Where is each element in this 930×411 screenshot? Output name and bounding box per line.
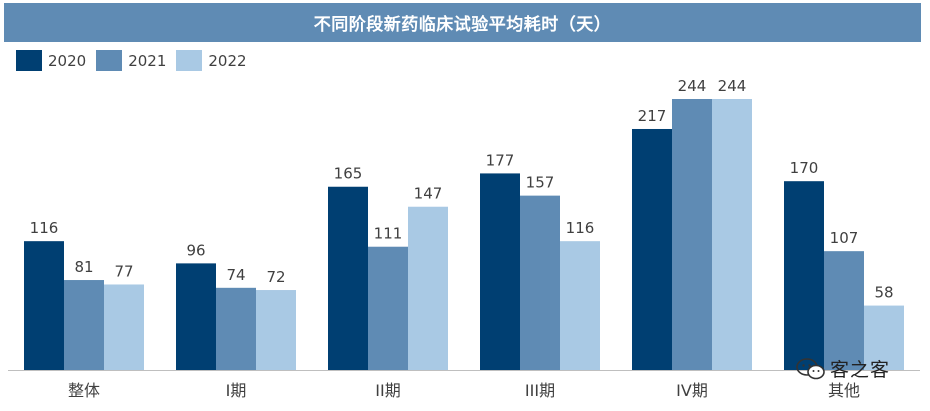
bar-2022-1	[256, 290, 296, 370]
data-label-2020-0: 116	[30, 219, 59, 237]
legend-swatch-2022	[176, 50, 203, 71]
data-label-2022-1: 72	[266, 268, 285, 286]
x-tick-label-4: IV期	[676, 381, 708, 400]
data-label-2020-2: 165	[334, 165, 363, 183]
x-tick-label-1: I期	[226, 381, 247, 400]
bar-2022-3	[560, 241, 600, 370]
chart-title: 不同阶段新药临床试验平均耗时（天）	[313, 15, 612, 35]
data-label-2020-1: 96	[186, 241, 205, 259]
data-label-2021-2: 111	[374, 225, 403, 243]
wechat-icon	[796, 357, 825, 379]
bar-2022-2	[408, 206, 448, 370]
legend-label-2021: 2021	[128, 51, 167, 70]
legend-item-2020: 2020	[16, 50, 86, 71]
bar-2020-2	[328, 186, 368, 370]
data-label-2021-0: 81	[74, 258, 93, 276]
data-label-2022-0: 77	[114, 262, 133, 280]
data-label-2021-1: 74	[226, 266, 245, 284]
data-label-2022-4: 244	[718, 77, 747, 95]
x-tick-label-0: 整体	[68, 381, 100, 400]
data-label-2021-3: 157	[526, 174, 555, 192]
bar-2021-3	[520, 195, 560, 370]
data-label-2020-5: 170	[790, 159, 819, 177]
bar-2021-2	[368, 246, 408, 370]
bar-2020-5	[784, 181, 824, 370]
legend-label-2020: 2020	[48, 51, 87, 70]
data-label-2022-2: 147	[414, 185, 443, 203]
bar-2020-1	[176, 263, 216, 370]
watermark: 客之客	[796, 355, 890, 382]
legend-swatch-2020	[16, 50, 42, 71]
bar-2021-5	[824, 251, 864, 370]
x-tick-label-5: 其他	[828, 381, 860, 400]
bar-2021-1	[216, 287, 256, 370]
bar-2020-4	[632, 128, 672, 370]
data-label-2022-3: 116	[566, 219, 595, 237]
bar-2021-0	[64, 280, 104, 370]
legend-item-2022: 2022	[176, 50, 247, 71]
x-tick-label-3: III期	[525, 381, 555, 400]
data-label-2021-4: 244	[678, 77, 707, 95]
bar-2022-0	[104, 284, 144, 370]
legend-label-2022: 2022	[208, 51, 247, 70]
bar-2022-4	[712, 99, 752, 370]
watermark-text: 客之客	[830, 359, 891, 381]
bar-2020-3	[480, 173, 520, 370]
data-label-2020-4: 217	[638, 107, 667, 125]
bar-2020-0	[24, 241, 64, 370]
chart-title-bar: 不同阶段新药临床试验平均耗时（天）	[4, 3, 921, 42]
legend-item-2021: 2021	[96, 50, 166, 71]
legend-swatch-2021	[96, 50, 123, 71]
bar-2021-4	[672, 99, 712, 370]
data-label-2021-5: 107	[830, 229, 859, 247]
x-tick-label-2: II期	[375, 381, 400, 400]
data-label-2020-3: 177	[486, 151, 515, 169]
legend: 2020 2021 2022	[16, 50, 257, 71]
bar-2022-5	[864, 305, 904, 370]
data-label-2022-5: 58	[874, 284, 893, 302]
